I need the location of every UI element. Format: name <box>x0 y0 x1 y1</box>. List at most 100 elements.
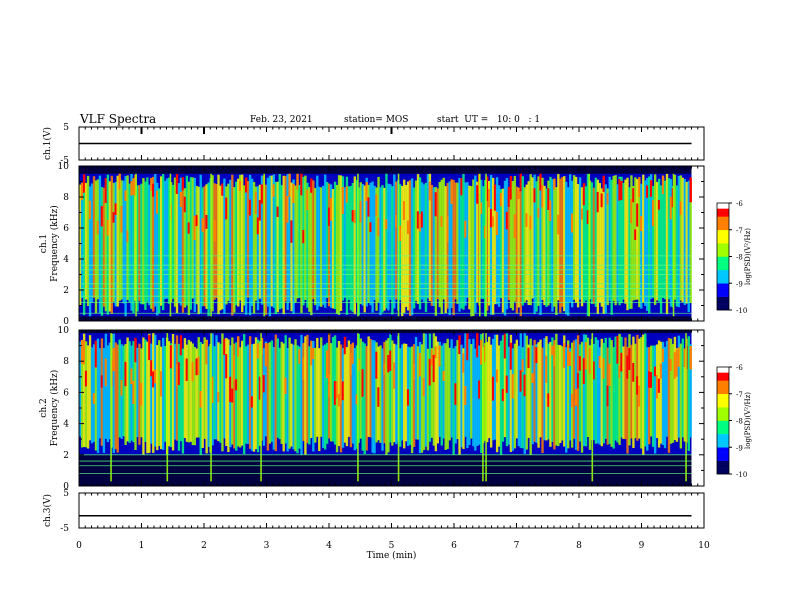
spectrogram-cell <box>661 341 665 445</box>
spectrogram-cell <box>414 180 418 301</box>
ch3-waveform-frame <box>78 492 705 529</box>
spectrogram-cell <box>489 175 493 315</box>
spectrogram-cell <box>286 195 289 223</box>
spectrogram-cell <box>276 206 279 218</box>
spectrogram-cell <box>213 220 216 242</box>
spectrogram-cell <box>586 210 590 225</box>
spectrogram-cell <box>333 381 337 405</box>
spectrogram-cell <box>197 186 200 315</box>
spectrogram-cell <box>466 344 469 449</box>
spectrogram-cell <box>365 182 368 201</box>
spectrogram-cell <box>244 177 248 193</box>
spectrogram-cell <box>509 176 513 200</box>
spectrogram-cell <box>495 211 499 236</box>
spectrogram-cell <box>203 186 206 307</box>
colorbar-cell <box>717 277 729 281</box>
spectrogram-cell <box>223 178 226 314</box>
y-tick-label: 10 <box>58 162 70 172</box>
spectrogram-cell <box>156 345 159 451</box>
spectrogram-cell <box>484 180 487 317</box>
spectrogram-cell <box>624 337 627 440</box>
colorbar-cell <box>717 299 729 303</box>
colorbar-cell <box>717 465 729 469</box>
spectrogram-cell <box>424 333 428 447</box>
spectrogram-cell <box>620 336 623 438</box>
spectrogram-cell <box>484 345 487 363</box>
spectrogram-cell <box>183 338 187 439</box>
spectrogram-cell <box>252 181 256 314</box>
colorbar-cell <box>717 304 729 308</box>
spectrogram-cell <box>399 225 402 241</box>
spectrogram-cell <box>363 343 366 455</box>
colorbar-cell <box>717 452 729 456</box>
colorbar-cell <box>717 409 729 413</box>
spectrogram-cell <box>620 352 623 372</box>
colorbar-tick-label: -9 <box>736 280 743 288</box>
spectrogram-cell <box>403 201 406 220</box>
spectrogram-cell <box>551 345 554 356</box>
spectrogram-cell <box>606 188 609 306</box>
spectrogram-cell <box>324 174 327 308</box>
spectrogram-cell <box>675 349 679 377</box>
spectrogram-cell <box>349 344 353 448</box>
spectrogram-cell <box>578 356 582 371</box>
spectrogram-cell <box>179 191 183 208</box>
spectrogram-cell <box>242 334 246 454</box>
ch1-spectrogram-ylabel-frequency: Frequency (kHz) <box>49 205 60 282</box>
spectrogram-burst <box>672 173 675 317</box>
spectrogram-cell <box>298 184 301 298</box>
spectrogram-cell <box>393 362 396 389</box>
spectrogram-cell <box>442 370 445 381</box>
spectrogram-cell <box>322 345 325 448</box>
spectrogram-cell <box>470 343 473 439</box>
spectrogram-cell <box>148 184 151 306</box>
spectrogram-cell <box>154 369 157 384</box>
spectrogram-cell <box>430 348 434 438</box>
spectrogram-cell <box>304 336 307 455</box>
spectrogram-cell <box>248 336 252 449</box>
spectrogram-cell <box>588 345 592 450</box>
spectrogram-cell <box>395 344 398 445</box>
spectrogram-cell <box>116 175 119 307</box>
ch3-waveform-ylabel: ch.3(V) <box>42 494 53 527</box>
spectrogram-cell <box>345 176 349 315</box>
spectrogram-cell <box>586 337 590 437</box>
spectrogram-cell <box>405 343 408 442</box>
spectrogram-cell <box>150 360 153 377</box>
spectrogram-cell <box>314 347 317 443</box>
spectrogram-cell <box>183 196 187 213</box>
spectrogram-cell <box>535 344 538 443</box>
colorbar-cell <box>717 256 729 260</box>
spectrogram-cell <box>377 217 380 237</box>
spectrogram-cell <box>549 341 552 447</box>
spectrogram-cell <box>264 184 268 315</box>
spectrogram-cell <box>112 212 115 223</box>
colorbar-tick-label: -8 <box>736 254 743 262</box>
spectrogram-cell <box>493 184 497 211</box>
spectrogram-cell <box>523 374 526 397</box>
spectrogram-cell <box>112 182 115 302</box>
spectrogram-cell <box>460 344 463 448</box>
spectrogram-cell <box>316 175 319 311</box>
spectrogram-cell <box>136 185 139 312</box>
spectrogram-cell <box>80 345 84 448</box>
spectrogram-cell <box>493 334 497 440</box>
colorbar-cell <box>717 237 729 241</box>
spectrogram-cell <box>280 185 283 309</box>
spectrogram-cell <box>543 338 546 441</box>
spectrogram-cell <box>491 216 495 227</box>
spectrogram-cell <box>563 343 566 368</box>
spectrogram-cell <box>205 214 208 229</box>
spectrogram-cell <box>260 175 264 305</box>
colorbar-cell <box>717 259 729 263</box>
y-tick-label: 6 <box>63 224 69 234</box>
spectrogram-cell <box>298 346 301 449</box>
colorbar-cell <box>717 291 729 295</box>
spectrogram-cell <box>142 177 145 305</box>
spectrogram-cell <box>108 181 112 312</box>
spectrogram-cell <box>576 373 580 389</box>
spectrogram-cell <box>650 345 653 437</box>
spectrogram-cell <box>88 200 92 220</box>
spectrogram-cell <box>312 348 315 360</box>
spectrogram-cell <box>219 185 222 311</box>
